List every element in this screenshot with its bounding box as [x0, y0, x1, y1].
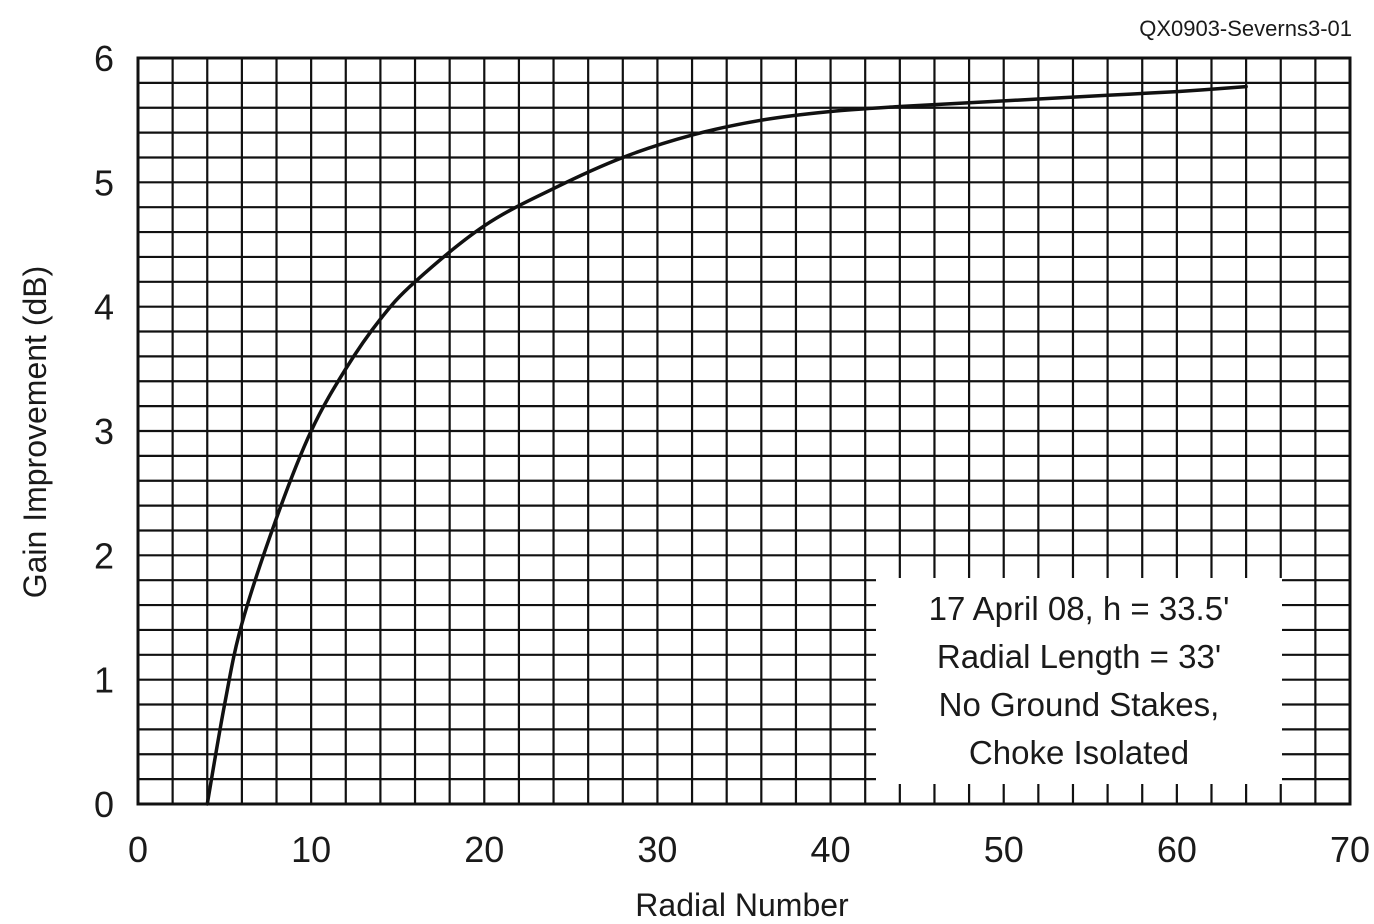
y-tick-label: 0 — [94, 784, 114, 825]
x-tick-label: 40 — [811, 829, 851, 870]
annotation-line-4: Choke Isolated — [969, 734, 1189, 771]
x-tick-label: 20 — [464, 829, 504, 870]
series-line — [205, 84, 1248, 806]
plot-frame — [136, 56, 1352, 806]
y-tick-label: 4 — [94, 287, 114, 328]
x-tick-label: 60 — [1157, 829, 1197, 870]
y-tick-labels: 0 1 2 3 4 5 6 — [94, 38, 114, 825]
figure-id: QX0903-Severns3-01 — [1139, 16, 1352, 41]
y-axis-label: Gain Improvement (dB) — [17, 266, 53, 599]
annotation-line-3: No Ground Stakes, — [939, 686, 1220, 723]
x-tick-label: 50 — [984, 829, 1024, 870]
annotation-background — [876, 578, 1282, 784]
x-axis-label: Radial Number — [635, 887, 849, 923]
y-tick-label: 2 — [94, 535, 114, 576]
annotation-box: 17 April 08, h = 33.5' Radial Length = 3… — [876, 578, 1282, 784]
y-tick-label: 1 — [94, 660, 114, 701]
y-tick-label: 6 — [94, 38, 114, 79]
x-tick-label: 0 — [128, 829, 148, 870]
y-tick-label: 3 — [94, 411, 114, 452]
x-tick-label: 30 — [637, 829, 677, 870]
y-tick-label: 5 — [94, 162, 114, 203]
annotation-line-1: 17 April 08, h = 33.5' — [929, 590, 1230, 627]
x-tick-label: 10 — [291, 829, 331, 870]
annotation-line-2: Radial Length = 33' — [937, 638, 1221, 675]
x-tick-labels: 0 10 20 30 40 50 60 70 — [128, 829, 1370, 870]
x-tick-label: 70 — [1330, 829, 1370, 870]
